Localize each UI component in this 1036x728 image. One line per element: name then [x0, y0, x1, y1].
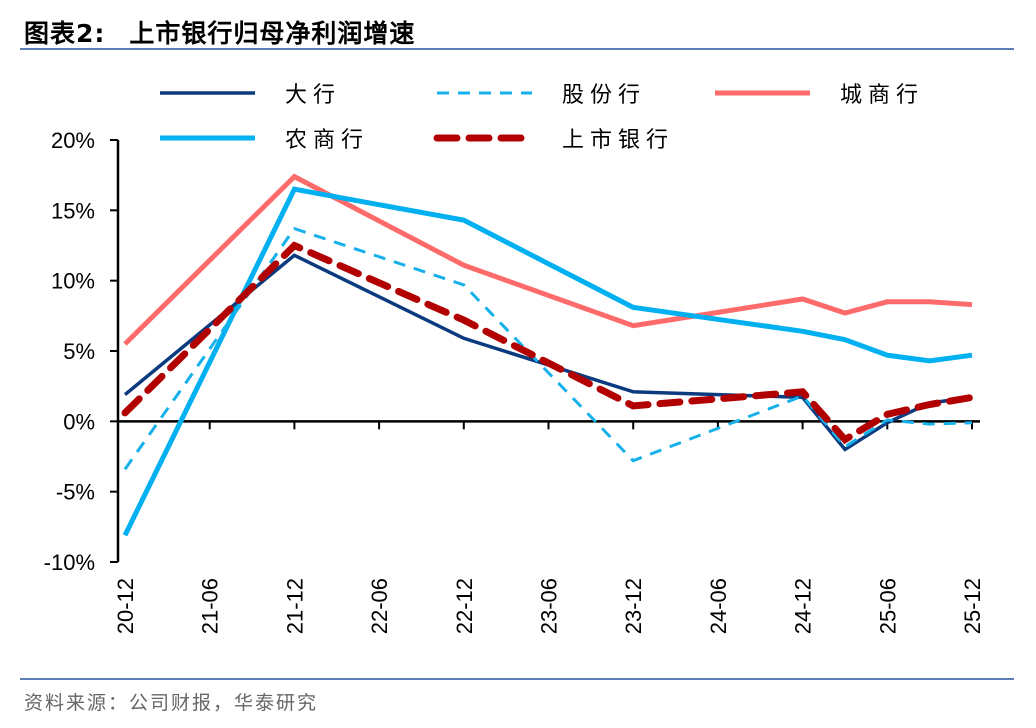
y-tick-label: 10%	[51, 269, 95, 294]
x-tick-label: 21-12	[282, 578, 307, 634]
x-tick-label: 25-06	[875, 578, 900, 634]
y-tick-label: 15%	[51, 198, 95, 223]
figure-label: 图表2:	[24, 19, 106, 48]
figure-title: 上市银行归母净利润增速	[129, 19, 416, 48]
x-tick-label: 24-06	[706, 578, 731, 634]
series-line-3	[123, 173, 973, 346]
x-tick-label: 24-12	[791, 578, 816, 634]
y-tick-label: -10%	[44, 550, 95, 575]
source-note: 资料来源：公司财报，华泰研究	[24, 692, 319, 714]
legend-label: 股份行	[562, 83, 646, 108]
x-tick-label: 23-06	[537, 578, 562, 634]
title-divider	[20, 48, 1014, 50]
series-line-5	[121, 241, 976, 445]
x-tick-label: 22-06	[367, 578, 392, 634]
series-line-4	[122, 186, 973, 537]
x-tick-label: 25-12	[960, 578, 985, 634]
legend-label: 农商行	[285, 128, 369, 153]
y-tick-label: 5%	[63, 339, 95, 364]
x-tick-label: 20-12	[113, 578, 138, 634]
y-tick-label: 20%	[51, 128, 95, 153]
x-tick-label: 21-06	[198, 578, 223, 634]
legend-label: 城商行	[840, 83, 924, 108]
y-tick-label: 0%	[63, 409, 95, 434]
x-tick-label: 23-12	[621, 578, 646, 634]
legend-label: 上市银行	[562, 128, 674, 153]
y-tick-label: -5%	[56, 480, 95, 505]
legend-label: 大行	[285, 83, 341, 108]
footer-divider	[20, 678, 1014, 680]
series-line-1	[123, 253, 973, 452]
chart-title: 图表2: 上市银行归母净利润增速	[24, 14, 415, 50]
x-tick-label: 22-12	[452, 578, 477, 634]
